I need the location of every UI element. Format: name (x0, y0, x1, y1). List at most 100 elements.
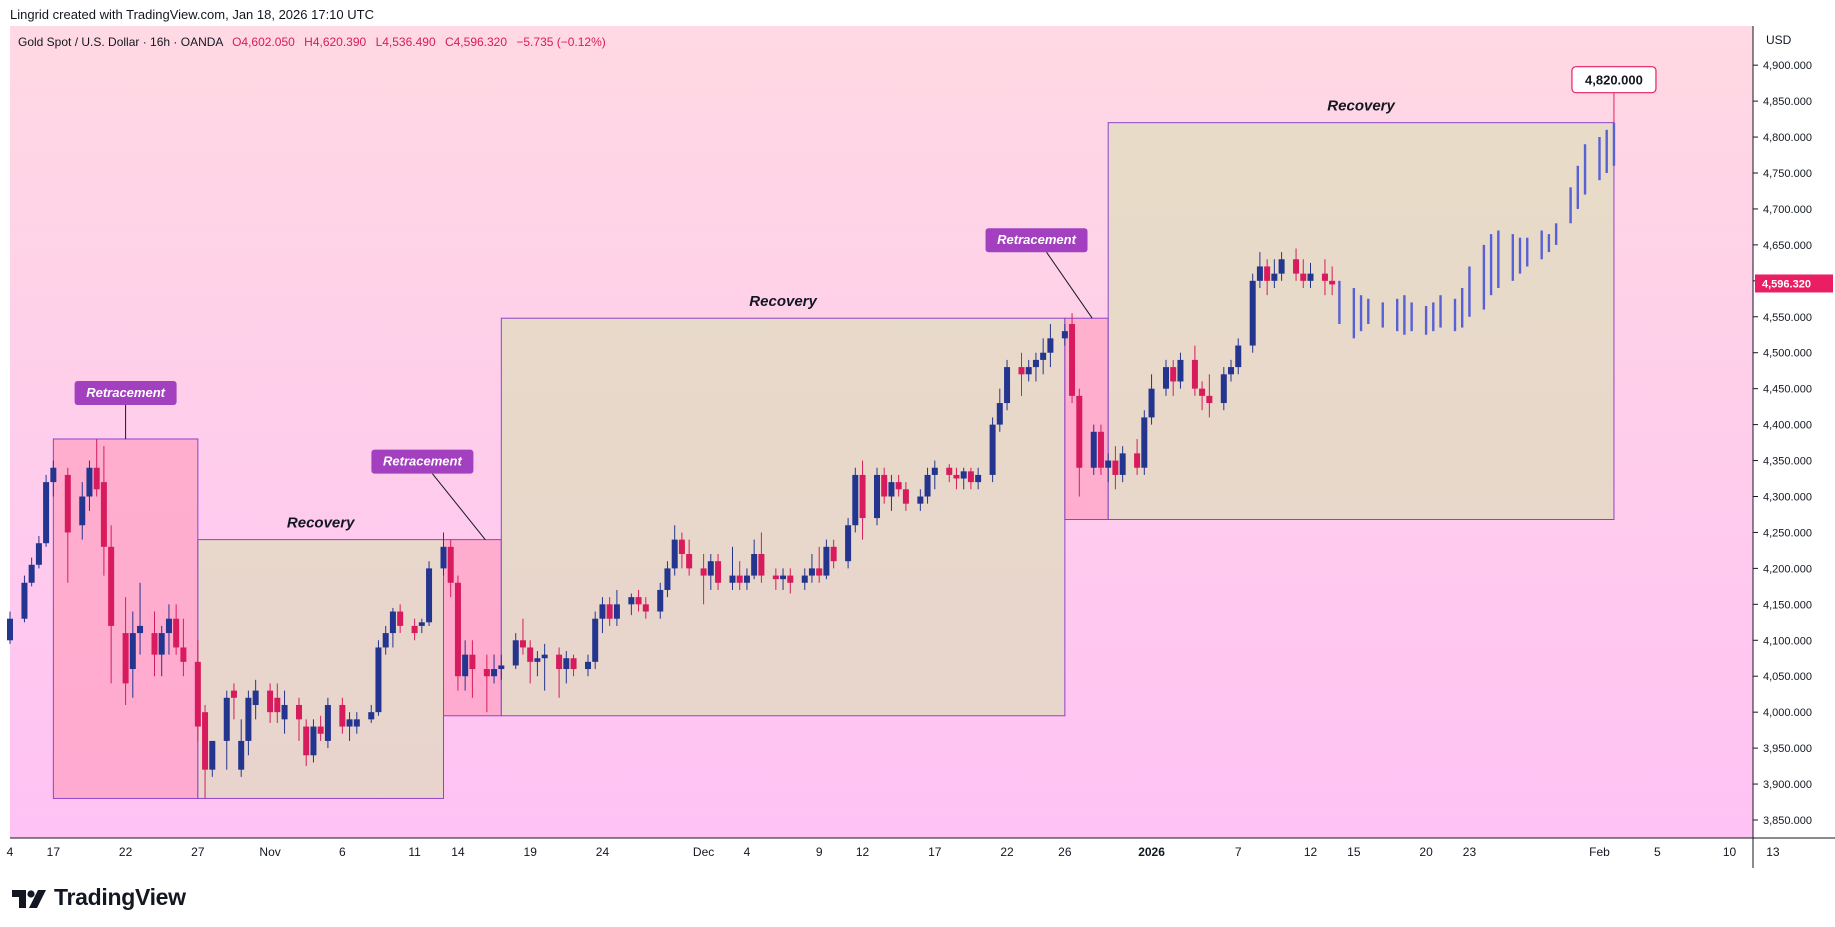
x-tick-label: 12 (1304, 845, 1318, 859)
candle (967, 467, 974, 490)
ohlc-high: H4,620.390 (304, 35, 366, 49)
candle (946, 464, 953, 483)
candle (1307, 262, 1314, 289)
candle (317, 715, 324, 741)
candle (1119, 446, 1126, 483)
candle (931, 460, 938, 490)
candle (758, 532, 765, 583)
candle (527, 640, 534, 684)
retracement-label-box-2[interactable] (371, 449, 474, 474)
y-tick-label: 4,100.000 (1763, 635, 1812, 647)
x-tick-label: 2026 (1138, 845, 1165, 859)
x-tick-label: 6 (339, 845, 346, 859)
x-tick-label: 11 (408, 845, 421, 859)
candle (1134, 438, 1141, 475)
candle (1148, 374, 1155, 425)
y-tick-label: 4,050.000 (1763, 671, 1812, 683)
candle (664, 561, 671, 598)
x-tick-label: 17 (928, 845, 942, 859)
candle (1329, 266, 1336, 296)
ohlc-change: −5.735 (−0.12%) (516, 35, 605, 49)
candle (823, 539, 830, 580)
candle (1206, 374, 1213, 418)
candle (606, 597, 613, 626)
candle (129, 611, 136, 698)
candle (389, 607, 396, 648)
x-tick-label: 23 (1463, 845, 1477, 859)
attribution-text: Lingrid created with TradingView.com, Ja… (10, 7, 374, 22)
x-tick-label: Nov (259, 845, 280, 859)
candle (267, 683, 274, 723)
candle (780, 568, 787, 590)
candle (816, 546, 823, 583)
candle (418, 618, 425, 634)
candle (715, 554, 722, 590)
ohlc-close: C4,596.320 (445, 35, 507, 49)
candle (657, 582, 664, 619)
candle (64, 467, 71, 583)
candle (411, 618, 418, 641)
candle (996, 388, 1003, 432)
candle (447, 539, 454, 598)
candle (440, 532, 447, 576)
candle (541, 643, 548, 691)
candle (989, 417, 996, 483)
recovery-label-1: Recovery (287, 515, 355, 532)
x-tick-label: 5 (1654, 845, 1661, 859)
candle (830, 539, 837, 569)
candle (375, 640, 382, 716)
candle (1163, 359, 1169, 396)
candle (845, 518, 852, 569)
retracement-label-box-0[interactable] (74, 380, 177, 405)
candle (1047, 323, 1054, 368)
candle (382, 625, 389, 655)
y-tick-label: 4,150.000 (1763, 599, 1812, 611)
recovery-box-1[interactable] (197, 539, 444, 799)
candle (736, 561, 743, 590)
x-tick-label: 22 (1000, 845, 1014, 859)
candle (368, 704, 375, 723)
candle (165, 604, 172, 655)
tradingview-logo[interactable]: TradingView (12, 884, 186, 911)
chart[interactable]: Gold Spot / U.S. Dollar · 16h · OANDA O4… (0, 26, 1835, 868)
recovery-box-3[interactable] (500, 317, 1066, 717)
target-price-box[interactable] (1571, 66, 1657, 94)
candle (93, 438, 100, 497)
candle (1249, 273, 1256, 353)
candle (1293, 248, 1300, 281)
candle (1112, 446, 1119, 490)
candle (173, 604, 180, 655)
candle (1076, 388, 1083, 497)
candle (469, 640, 476, 698)
currency-button[interactable] (1758, 30, 1828, 50)
candle (194, 640, 201, 741)
candle (678, 532, 685, 569)
tradingview-logo-text: TradingView (54, 884, 186, 910)
y-tick-label: 4,500.000 (1763, 348, 1812, 360)
candle (859, 460, 866, 540)
candle (1004, 359, 1011, 411)
candle (1025, 359, 1032, 382)
retracement-label-box-4[interactable] (985, 228, 1088, 253)
candle (671, 525, 678, 576)
candle (512, 633, 519, 670)
candle (353, 712, 360, 734)
y-tick-label: 4,000.000 (1763, 707, 1812, 719)
candle (917, 489, 924, 511)
y-tick-label: 4,700.000 (1763, 204, 1812, 216)
candle (158, 625, 165, 677)
candle (1170, 359, 1177, 396)
candle (613, 589, 620, 626)
candle (202, 704, 209, 799)
x-tick-label: 26 (1058, 845, 1072, 859)
candle (108, 525, 115, 684)
last-price-label: 4,596.320 (1762, 278, 1811, 290)
legend-line: Gold Spot / U.S. Dollar · 16h · OANDA O4… (18, 35, 606, 49)
x-tick-label: Dec (693, 845, 714, 859)
candle (43, 474, 50, 547)
candle (498, 654, 505, 680)
ohlc-low: L4,536.490 (376, 35, 436, 49)
candle (1090, 424, 1097, 475)
y-tick-label: 4,850.000 (1763, 96, 1812, 108)
candle (534, 651, 541, 677)
